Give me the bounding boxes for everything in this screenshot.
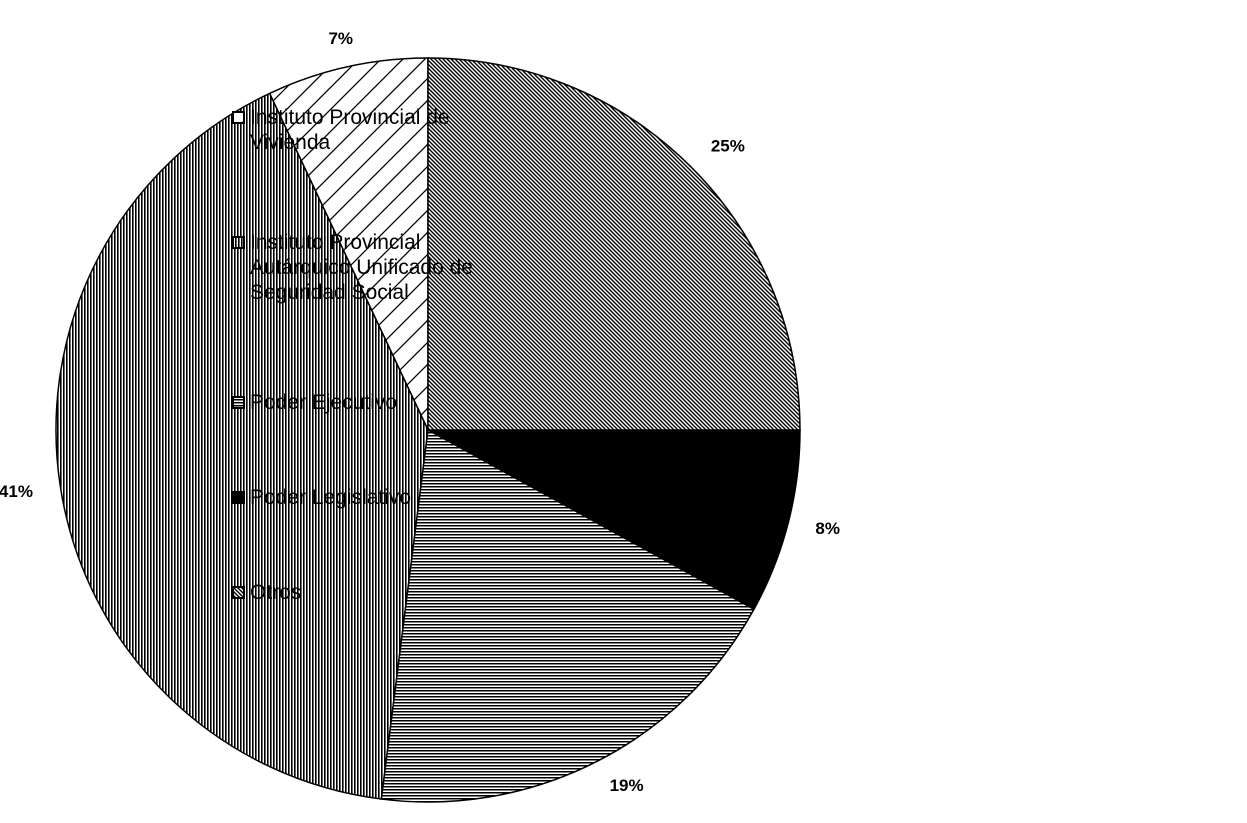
legend-label: Instituto Provincial Autárquico Unificad… xyxy=(250,231,473,304)
legend-label: Instituto Provincial de Vivienda xyxy=(250,106,450,154)
legend-marker xyxy=(232,491,245,504)
legend-marker xyxy=(232,586,245,599)
legend-swatch xyxy=(232,586,245,599)
legend-item: Instituto Provincial Autárquico Unificad… xyxy=(232,230,522,305)
data-label: 7% xyxy=(328,29,353,48)
legend-swatch xyxy=(232,236,245,249)
data-label: 41% xyxy=(0,482,33,501)
legend-swatch xyxy=(232,491,245,504)
legend-marker xyxy=(232,236,245,249)
data-label: 19% xyxy=(610,776,644,795)
pie-slice xyxy=(55,92,429,800)
legend: Instituto Provincial de Vivienda Institut… xyxy=(232,0,1247,823)
legend-marker xyxy=(232,396,245,409)
legend-swatch xyxy=(232,111,245,124)
legend-label: Poder Legislativo xyxy=(250,486,412,509)
legend-item: Poder Legislativo xyxy=(232,485,522,510)
pie-slice xyxy=(427,57,801,431)
data-label: 8% xyxy=(815,519,840,538)
pie-slice xyxy=(427,429,801,611)
legend-item: Otros xyxy=(232,580,522,605)
pie-slice xyxy=(380,428,756,803)
legend-item: Instituto Provincial de Vivienda xyxy=(232,105,522,155)
legend-swatch xyxy=(232,396,245,409)
data-label: 25% xyxy=(711,137,745,156)
legend-marker xyxy=(232,111,245,124)
legend-label: Otros xyxy=(250,581,302,604)
legend-item: Poder Ejecutivo xyxy=(232,390,522,415)
pie-slice xyxy=(268,57,429,431)
legend-label: Poder Ejecutivo xyxy=(250,391,398,414)
